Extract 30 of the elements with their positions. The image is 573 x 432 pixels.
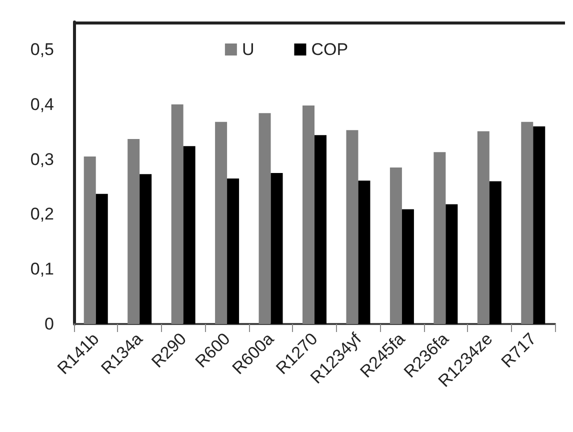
bar (302, 105, 314, 324)
y-tick-label: 0,3 (30, 150, 54, 169)
y-tick-label: 0,5 (30, 40, 54, 59)
bar (446, 204, 458, 324)
y-tick-label: 0,2 (30, 204, 54, 224)
bar (183, 146, 196, 324)
bar (314, 135, 326, 324)
bar (84, 156, 96, 324)
bar (434, 152, 446, 324)
legend-label: COP (311, 40, 348, 59)
bar (390, 168, 402, 324)
bar (140, 174, 152, 324)
bar (215, 122, 228, 324)
bar (96, 194, 108, 324)
y-tick-label: 0,4 (30, 94, 54, 114)
y-tick-label: 0,1 (30, 260, 54, 279)
bar (402, 209, 414, 324)
bar (477, 131, 490, 324)
legend-label: U (242, 40, 254, 59)
bar (489, 181, 502, 324)
y-tick-label: 0 (44, 314, 54, 334)
bar (128, 138, 140, 324)
bar (270, 173, 283, 324)
bar (171, 104, 184, 324)
bar (346, 130, 358, 324)
bar (533, 126, 546, 324)
bar (521, 122, 534, 324)
bar (258, 113, 271, 324)
bar (227, 178, 240, 324)
bar (358, 180, 370, 324)
